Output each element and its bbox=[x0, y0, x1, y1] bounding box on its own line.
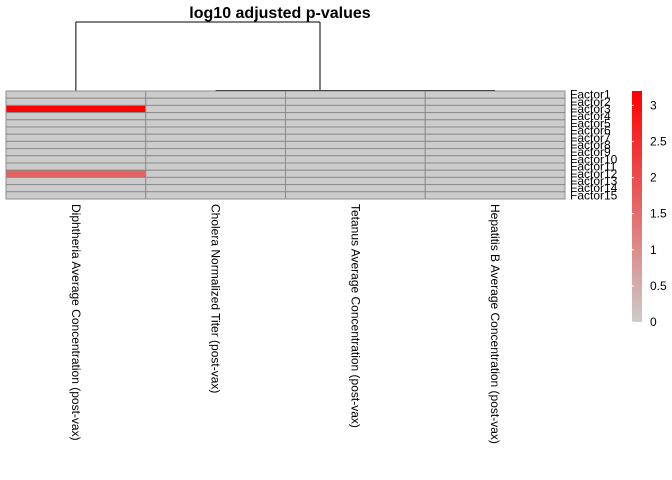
heatmap-cell bbox=[285, 104, 426, 114]
heatmap-cell bbox=[5, 140, 147, 150]
column-labels: Diphtheria Average Concentration (post-v… bbox=[69, 204, 502, 444]
row-label: Factor15 bbox=[570, 188, 618, 202]
heatmap-cell bbox=[424, 148, 566, 157]
legend-tick-label: 2.5 bbox=[650, 135, 667, 149]
heatmap-cell bbox=[424, 133, 566, 142]
row-label: Factor14 bbox=[570, 181, 618, 195]
heatmap-cell bbox=[424, 155, 566, 164]
heatmap-cell bbox=[5, 133, 147, 142]
column-label: Diphtheria Average Concentration (post-v… bbox=[69, 204, 83, 441]
heatmap-cell bbox=[5, 184, 147, 193]
heatmap-cell bbox=[424, 97, 566, 106]
heatmap-cell bbox=[145, 191, 286, 200]
heatmap-cell bbox=[5, 162, 147, 171]
heatmap-cell bbox=[424, 126, 566, 135]
heatmap-cell bbox=[424, 119, 566, 128]
heatmap-cell bbox=[285, 126, 426, 135]
legend-tick-label: 2 bbox=[650, 171, 657, 185]
heatmap-cell bbox=[5, 191, 147, 200]
heatmap-cell bbox=[285, 162, 426, 171]
heatmap-cell bbox=[145, 148, 286, 157]
legend-tick-label: 3 bbox=[650, 98, 657, 112]
row-label: Factor9 bbox=[570, 145, 611, 159]
legend-tick-label: 1.5 bbox=[650, 207, 667, 221]
heatmap-cell bbox=[5, 148, 147, 157]
heatmap-cell bbox=[285, 155, 426, 164]
heatmap-cell bbox=[285, 176, 426, 186]
column-dendrogram bbox=[75, 21, 496, 91]
heatmap-cell bbox=[285, 140, 426, 150]
heatmap-cell bbox=[145, 112, 286, 121]
heatmap-cell bbox=[145, 119, 286, 128]
heatmap-cell bbox=[424, 90, 566, 99]
heatmap-cell bbox=[145, 155, 286, 164]
heatmap-cell bbox=[285, 90, 426, 99]
heatmap-cell bbox=[285, 148, 426, 157]
heatmap-cell bbox=[5, 119, 147, 128]
legend-tick-label: 0.5 bbox=[650, 279, 667, 293]
heatmap-cell bbox=[145, 162, 286, 171]
heatmap-cell bbox=[285, 169, 426, 178]
heatmap-cell bbox=[285, 97, 426, 106]
heatmap-cell bbox=[424, 112, 566, 121]
heatmap-cell bbox=[5, 97, 147, 106]
row-label: Factor8 bbox=[570, 138, 611, 152]
row-label: Factor3 bbox=[570, 102, 611, 116]
legend-tick-label: 1 bbox=[650, 243, 657, 257]
row-label: Factor2 bbox=[570, 95, 611, 109]
heatmap-cell bbox=[145, 97, 286, 106]
row-label: Factor4 bbox=[570, 109, 611, 123]
heatmap-cell bbox=[5, 126, 147, 135]
heatmap-cell bbox=[5, 90, 147, 99]
heatmap-cell bbox=[145, 133, 286, 142]
heatmap-cell bbox=[424, 184, 566, 193]
row-label: Factor7 bbox=[570, 131, 611, 145]
heatmap-cell bbox=[5, 169, 147, 178]
heatmap-cells bbox=[5, 90, 566, 200]
chart-title: log10 adjusted p-values bbox=[189, 5, 370, 22]
heatmap-cell bbox=[145, 90, 286, 99]
heatmap-cell bbox=[424, 169, 566, 178]
heatmap-cell bbox=[285, 112, 426, 121]
heatmap-cell bbox=[145, 184, 286, 193]
column-label: Hepatitis B Average Concentration (post-… bbox=[488, 204, 502, 444]
row-labels: Factor1Factor2Factor3Factor4Factor5Facto… bbox=[570, 88, 618, 203]
heatmap-cell bbox=[285, 191, 426, 200]
heatmap-cell bbox=[145, 140, 286, 150]
row-label: Factor5 bbox=[570, 116, 611, 130]
row-label: Factor10 bbox=[570, 152, 618, 166]
heatmap-cell bbox=[424, 162, 566, 171]
heatmap-cell bbox=[5, 176, 147, 186]
heatmap-cell bbox=[145, 176, 286, 186]
heatmap-cell bbox=[5, 155, 147, 164]
legend-tick-label: 0 bbox=[650, 315, 657, 329]
heatmap-cell bbox=[5, 104, 147, 114]
column-label: Cholera Normalized Titer (post-vax) bbox=[209, 204, 223, 393]
heatmap-cell bbox=[285, 133, 426, 142]
legend-color-bar bbox=[632, 91, 642, 322]
heatmap-cell bbox=[424, 191, 566, 200]
heatmap-cell bbox=[285, 119, 426, 128]
heatmap-cell bbox=[424, 176, 566, 186]
heatmap-cell bbox=[424, 104, 566, 114]
heatmap-cell bbox=[5, 112, 147, 121]
row-label: Factor13 bbox=[570, 174, 618, 188]
color-legend: 0 0.5 1 1.5 2 2.5 3 bbox=[632, 91, 667, 329]
heatmap-cell bbox=[145, 169, 286, 178]
row-label: Factor12 bbox=[570, 167, 618, 181]
heatmap-cell bbox=[424, 140, 566, 150]
heatmap-cell bbox=[145, 126, 286, 135]
heatmap-cell bbox=[285, 184, 426, 193]
row-label: Factor11 bbox=[570, 160, 617, 174]
heatmap-cell bbox=[145, 104, 286, 114]
row-label: Factor1 bbox=[570, 88, 611, 102]
row-label: Factor6 bbox=[570, 124, 611, 138]
column-label: Tetanus Average Concentration (post-vax) bbox=[348, 204, 362, 428]
